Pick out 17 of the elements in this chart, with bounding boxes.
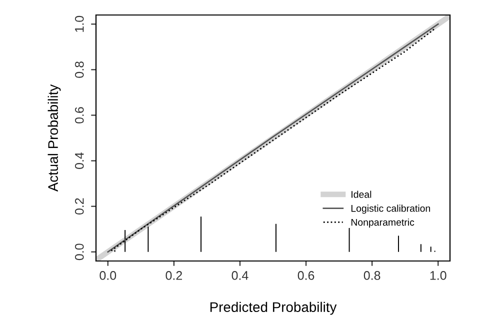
x-tick-label: 0.0 <box>100 271 116 280</box>
y-tick-label: 0.8 <box>74 62 84 78</box>
y-tick-label: 0.0 <box>74 244 84 260</box>
legend-label: Nonparametric <box>351 218 414 228</box>
x-tick-label: 0.8 <box>364 271 380 280</box>
y-axis-title: Actual Probability <box>48 84 61 192</box>
x-tick-label: 0.4 <box>232 271 248 280</box>
y-tick-label: 0.6 <box>74 107 84 124</box>
y-tick-label: 1.0 <box>74 16 84 32</box>
legend-label: Logistic calibration <box>351 204 430 214</box>
x-tick-label: 0.6 <box>298 271 314 280</box>
x-tick-label: 1.0 <box>430 271 446 280</box>
x-axis-title: Predicted Probability <box>210 302 337 315</box>
x-tick-label: 0.2 <box>166 271 182 280</box>
y-tick-label: 0.4 <box>74 152 84 169</box>
y-tick-label: 0.2 <box>74 198 84 215</box>
legend-label: Ideal <box>352 190 372 198</box>
